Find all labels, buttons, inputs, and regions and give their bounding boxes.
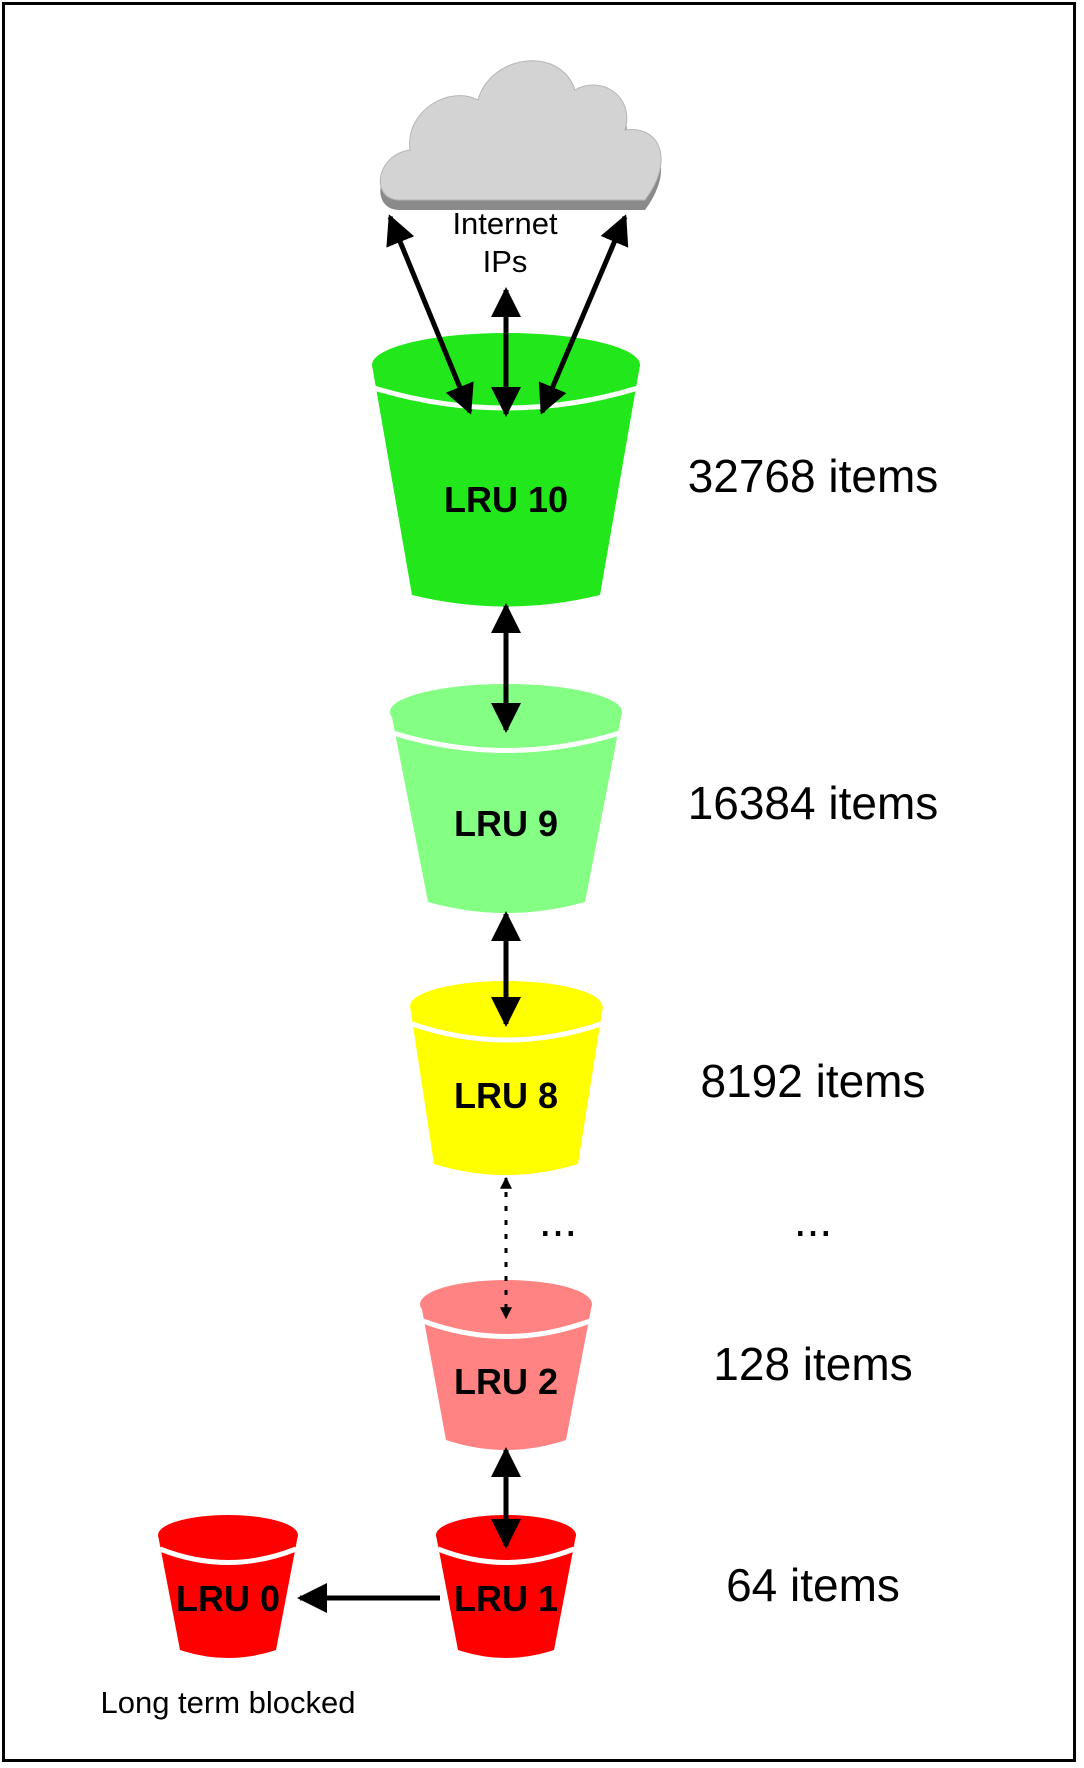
ellipsis-left: ... [539,1194,577,1246]
ellipsis-right: ... [794,1194,832,1246]
bucket-label-lru-2: LRU 2 [454,1361,558,1402]
internet-cloud [379,60,662,210]
count-label-lru-2: 128 items [713,1338,912,1390]
bucket-label-lru-1: LRU 1 [454,1578,558,1619]
bucket-label-lru-0: LRU 0 [176,1578,280,1619]
bucket-lru-0 [158,1515,298,1658]
long-term-blocked-label: Long term blocked [100,1685,355,1720]
cloud-label-line2: IPs [483,244,528,279]
bucket-label-lru-8: LRU 8 [454,1075,558,1116]
count-label-lru-10: 32768 items [688,450,939,502]
count-label-lru-1: 64 items [726,1559,900,1611]
cloud-label-line1: Internet [452,206,558,241]
count-label-lru-9: 16384 items [688,777,939,829]
arrow-cloud-lru10-left [386,214,474,415]
bucket-label-lru-10: LRU 10 [444,479,568,520]
bucket-label-lru-9: LRU 9 [454,803,558,844]
bucket-lru-8 [410,981,603,1175]
bucket-lru-9 [390,684,622,913]
arrow-cloud-lru10-right [538,214,629,415]
count-label-lru-8: 8192 items [700,1055,925,1107]
